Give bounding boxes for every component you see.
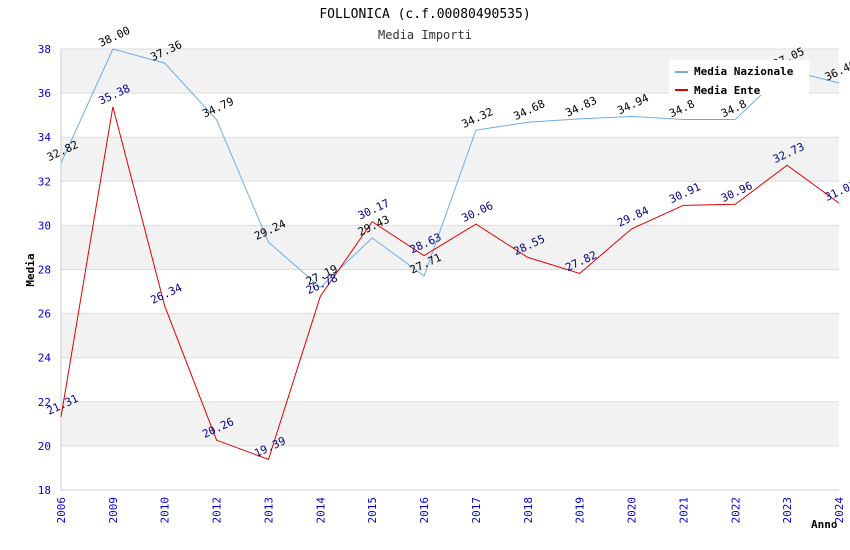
x-tick-label: 2022 <box>729 497 742 524</box>
chart-subtitle: Media Importi <box>378 28 472 42</box>
legend-label-nazionale: Media Nazionale <box>694 65 794 78</box>
x-tick-label: 2014 <box>314 497 327 524</box>
legend: Media Nazionale Media Ente <box>669 60 809 97</box>
series-lines <box>60 48 840 461</box>
data-label-nazionale: 38.00 <box>97 24 133 50</box>
x-tick-label: 2020 <box>626 497 639 524</box>
plot-background <box>61 49 839 490</box>
x-tick-label: 2006 <box>55 497 68 524</box>
plot-band <box>61 313 839 358</box>
y-tick-label: 32 <box>38 175 51 188</box>
y-tick-label: 30 <box>38 219 51 232</box>
y-tick-label: 26 <box>38 308 51 321</box>
y-tick-label: 34 <box>38 131 52 144</box>
grid-lines <box>60 48 839 491</box>
series-line-media-nazionale <box>60 48 840 289</box>
y-tick-label: 36 <box>38 87 51 100</box>
plot-band <box>61 93 839 138</box>
legend-label-ente: Media Ente <box>694 84 761 97</box>
plot-band <box>61 137 839 182</box>
y-tick-label: 28 <box>38 264 51 277</box>
x-tick-label: 2019 <box>574 497 587 524</box>
x-tick-label: 2010 <box>159 497 172 524</box>
y-tick-label: 22 <box>38 396 51 409</box>
x-tick-label: 2023 <box>781 497 794 524</box>
y-tick-label: 38 <box>38 43 51 56</box>
x-tick-label: 2016 <box>418 497 431 524</box>
plot-band <box>61 269 839 314</box>
y-axis-label: Media <box>24 253 37 286</box>
y-tick-label: 20 <box>38 440 51 453</box>
plot-band <box>61 445 839 490</box>
x-tick-label: 2018 <box>522 497 535 524</box>
x-tick-label: 2024 <box>833 497 846 524</box>
x-tick-label: 2021 <box>677 497 690 524</box>
x-tick-label: 2017 <box>470 497 483 524</box>
y-tick-label: 18 <box>38 484 51 497</box>
series-line-media-ente <box>60 106 840 461</box>
y-tick-label: 24 <box>38 352 52 365</box>
x-tick-label: 2009 <box>107 497 120 524</box>
plot-band <box>61 225 839 270</box>
x-axis-label: Anno <box>811 518 838 531</box>
plot-band <box>61 357 839 402</box>
x-tick-label: 2013 <box>262 497 275 524</box>
y-axis-ticks: 18 20 22 24 26 28 30 32 34 36 38 <box>38 43 52 497</box>
plot-band <box>61 401 839 446</box>
x-tick-label: 2012 <box>211 497 224 524</box>
x-tick-label: 2015 <box>366 497 379 524</box>
legend-box <box>669 60 809 95</box>
chart-title: FOLLONICA (c.f.00080490535) <box>319 7 530 22</box>
x-axis-ticks: 2006 2009 2010 2012 2013 2014 2015 2016 2017 2018… <box>55 497 846 524</box>
